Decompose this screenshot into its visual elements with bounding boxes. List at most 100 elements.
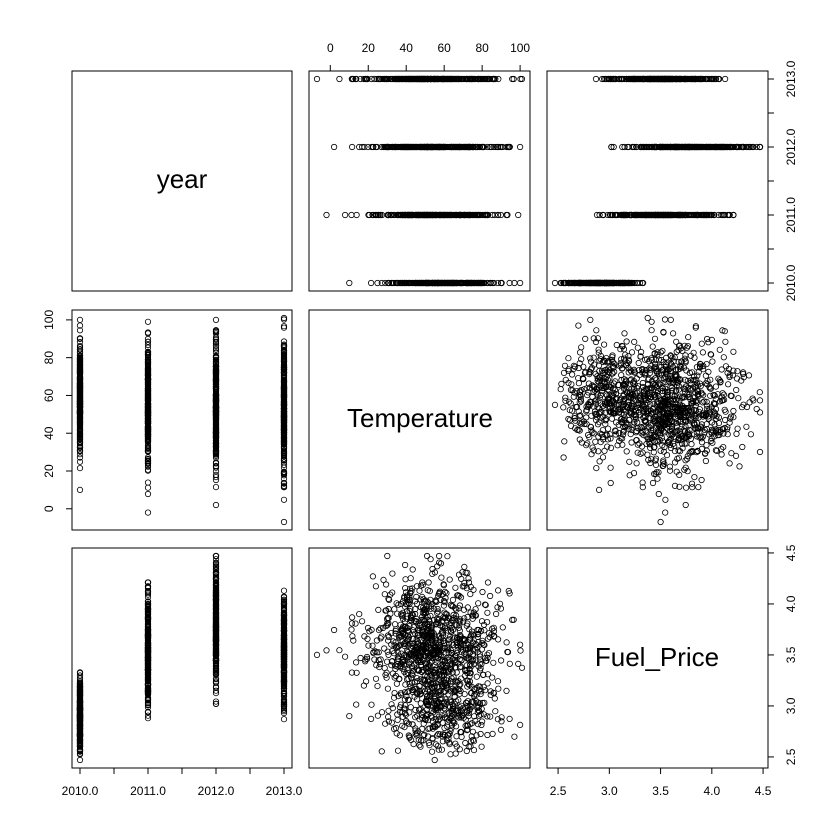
data-point bbox=[698, 476, 705, 484]
data-point bbox=[388, 211, 395, 219]
data-point bbox=[491, 211, 498, 219]
data-point bbox=[682, 501, 689, 509]
data-point bbox=[369, 211, 376, 219]
data-point bbox=[484, 279, 491, 287]
data-point bbox=[436, 211, 443, 219]
data-point bbox=[636, 279, 644, 287]
data-point bbox=[721, 75, 729, 83]
data-point bbox=[621, 330, 628, 337]
data-point bbox=[756, 143, 764, 151]
data-point bbox=[712, 383, 720, 390]
data-point bbox=[417, 211, 424, 219]
data-point bbox=[669, 330, 677, 337]
data-point bbox=[716, 346, 723, 353]
data-point bbox=[730, 348, 737, 355]
data-point bbox=[587, 316, 594, 323]
data-point bbox=[561, 438, 568, 445]
data-point bbox=[702, 457, 710, 465]
data-point bbox=[560, 404, 567, 411]
data-point bbox=[362, 75, 369, 83]
data-point bbox=[420, 211, 428, 219]
data-point bbox=[377, 211, 384, 219]
data-point bbox=[435, 143, 442, 151]
data-point bbox=[323, 211, 330, 219]
data-point bbox=[560, 369, 568, 376]
data-point bbox=[516, 279, 524, 287]
data-point bbox=[407, 211, 414, 219]
data-point bbox=[378, 279, 385, 287]
data-point bbox=[423, 143, 431, 151]
data-point bbox=[635, 359, 642, 367]
data-point bbox=[356, 143, 363, 151]
data-point bbox=[730, 407, 737, 415]
data-point bbox=[448, 279, 455, 287]
data-point bbox=[634, 344, 641, 351]
data-point bbox=[465, 279, 472, 287]
data-point bbox=[484, 211, 491, 219]
data-point bbox=[459, 279, 466, 287]
data-point bbox=[389, 75, 396, 83]
data-point bbox=[745, 372, 753, 379]
data-point bbox=[397, 211, 404, 219]
data-point bbox=[698, 340, 705, 347]
data-point bbox=[506, 143, 513, 151]
data-point bbox=[469, 143, 476, 151]
data-point bbox=[593, 464, 600, 472]
data-point bbox=[382, 279, 389, 287]
data-point bbox=[756, 409, 764, 416]
panel-Temperature-vs-Fuel_Price bbox=[551, 314, 764, 526]
data-point bbox=[691, 473, 698, 481]
data-point bbox=[495, 75, 502, 83]
data-point bbox=[705, 368, 712, 375]
data-point bbox=[479, 143, 487, 151]
data-point bbox=[592, 438, 599, 445]
data-point bbox=[447, 211, 454, 219]
data-point bbox=[393, 279, 400, 287]
data-point bbox=[573, 279, 581, 287]
data-point bbox=[662, 496, 669, 503]
data-point bbox=[587, 423, 594, 430]
data-point bbox=[396, 75, 403, 83]
data-point bbox=[482, 211, 489, 219]
data-point bbox=[402, 279, 410, 287]
data-point bbox=[409, 75, 417, 83]
data-point bbox=[490, 279, 497, 287]
data-point bbox=[633, 460, 640, 467]
data-point bbox=[441, 143, 449, 151]
data-point bbox=[491, 75, 498, 83]
data-point bbox=[666, 463, 674, 470]
data-point bbox=[736, 463, 743, 470]
data-point bbox=[561, 362, 569, 369]
data-point bbox=[565, 355, 572, 362]
data-point bbox=[76, 316, 84, 323]
data-point bbox=[457, 211, 464, 219]
data-point bbox=[497, 143, 505, 151]
data-point bbox=[76, 464, 84, 472]
data-point bbox=[381, 143, 388, 151]
data-point bbox=[434, 279, 441, 287]
data-point bbox=[422, 279, 429, 287]
data-point bbox=[463, 75, 470, 83]
data-point bbox=[392, 75, 399, 83]
data-point bbox=[702, 372, 710, 379]
data-point bbox=[699, 399, 706, 406]
data-point bbox=[384, 75, 391, 83]
data-point bbox=[476, 143, 483, 151]
data-point bbox=[429, 211, 436, 219]
data-point bbox=[756, 389, 763, 396]
data-point bbox=[735, 395, 742, 402]
data-point bbox=[515, 211, 522, 219]
data-point bbox=[733, 386, 740, 394]
data-point bbox=[497, 279, 505, 287]
data-point bbox=[375, 211, 382, 219]
data-point bbox=[756, 397, 764, 404]
data-point bbox=[486, 143, 494, 151]
data-point bbox=[144, 479, 152, 486]
data-point bbox=[405, 279, 412, 287]
data-point bbox=[582, 335, 589, 342]
data-point bbox=[626, 458, 633, 465]
data-point bbox=[346, 279, 353, 287]
data-point bbox=[415, 279, 422, 287]
data-point bbox=[419, 75, 427, 83]
